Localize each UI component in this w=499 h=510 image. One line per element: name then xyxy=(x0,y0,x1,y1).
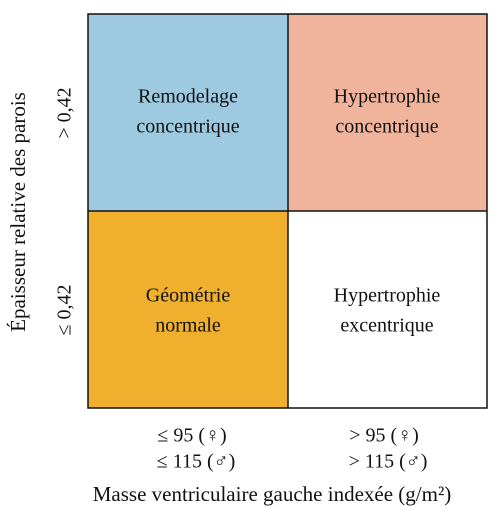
cell-background xyxy=(288,14,487,211)
x-level-label: > 95 (♀) xyxy=(349,425,419,447)
y-level-label: ≤ 0,42 xyxy=(54,285,76,336)
cell-text: Hypertrophie xyxy=(334,86,441,108)
y-level-label: > 0,42 xyxy=(54,87,76,138)
cell-text: Hypertrophie xyxy=(334,285,441,307)
cell-text: Remodelage xyxy=(138,86,238,108)
cell-background xyxy=(88,14,288,211)
cell-text: Géométrie xyxy=(146,285,231,307)
cell-text: concentrique xyxy=(335,116,438,138)
x-level-label: ≤ 115 (♂) xyxy=(157,451,236,473)
x-level-label: > 115 (♂) xyxy=(349,451,428,473)
y-axis-title: Épaisseur relative des parois xyxy=(6,92,30,332)
cell-text: normale xyxy=(155,315,221,337)
grid-lines xyxy=(87,13,488,409)
cell-text: concentrique xyxy=(136,116,239,138)
cell-background xyxy=(88,211,288,408)
cell-text: excentrique xyxy=(340,315,433,337)
x-level-label: ≤ 95 (♀) xyxy=(157,425,226,447)
x-axis-title: Masse ventriculaire gauche indexée (g/m²… xyxy=(93,482,451,506)
cell-background xyxy=(288,211,487,408)
